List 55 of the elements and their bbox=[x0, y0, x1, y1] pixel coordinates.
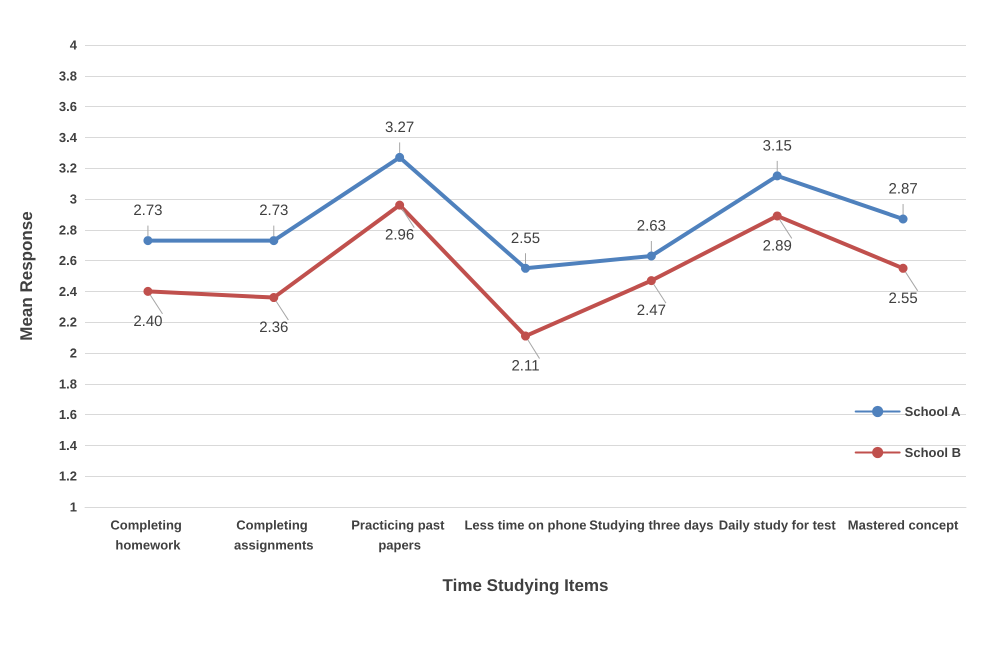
x-tick-label: Studying three days bbox=[589, 518, 714, 532]
y-tick-label: 2.4 bbox=[58, 284, 78, 299]
legend-label: School A bbox=[904, 404, 962, 419]
y-tick-label: 1.8 bbox=[58, 376, 77, 392]
y-tick-label: 3.2 bbox=[58, 160, 77, 176]
data-label: 2.96 bbox=[385, 226, 414, 244]
point bbox=[772, 211, 782, 220]
point bbox=[395, 152, 404, 162]
y-tick-label: 2.2 bbox=[58, 314, 77, 330]
data-label: 2.11 bbox=[511, 358, 540, 375]
y-tick-label: 3.6 bbox=[58, 99, 77, 114]
data-label: 3.15 bbox=[762, 137, 792, 154]
x-tick-label: Completing assignments bbox=[234, 518, 314, 552]
data-label: 2.73 bbox=[259, 202, 288, 220]
y-tick-label: 2.8 bbox=[58, 222, 77, 238]
point bbox=[521, 264, 530, 273]
y-tick-label: 3.8 bbox=[58, 68, 77, 84]
y-tick-label: 1.6 bbox=[58, 407, 77, 422]
legend-label: School B bbox=[904, 445, 962, 460]
data-label: 2.87 bbox=[888, 180, 918, 198]
data-label: 2.63 bbox=[636, 217, 666, 234]
point bbox=[143, 286, 152, 296]
point bbox=[646, 276, 656, 286]
y-tick-label: 1.2 bbox=[58, 468, 77, 484]
y-tick-label: 1.4 bbox=[58, 438, 78, 453]
point bbox=[521, 332, 530, 341]
data-label: 2.40 bbox=[133, 312, 163, 330]
data-label: 2.89 bbox=[762, 237, 792, 254]
point bbox=[898, 264, 908, 273]
point bbox=[772, 171, 782, 180]
y-tick-label: 3.4 bbox=[58, 130, 78, 145]
point bbox=[269, 236, 278, 246]
x-tick-label: Practicing past papers bbox=[351, 518, 448, 552]
y-tick-label: 2 bbox=[70, 346, 77, 360]
y-tick-label: 1 bbox=[70, 500, 77, 514]
point bbox=[646, 251, 656, 260]
data-label: 2.55 bbox=[510, 230, 540, 247]
y-tick-label: 4 bbox=[70, 38, 78, 52]
point bbox=[143, 236, 152, 246]
data-label: 2.73 bbox=[133, 202, 163, 220]
y-tick-label: 2.6 bbox=[58, 253, 77, 268]
point bbox=[898, 214, 908, 224]
x-tick-label: Mastered concept bbox=[848, 518, 959, 532]
data-label: 2.55 bbox=[888, 290, 918, 307]
x-tick-label: Completing homework bbox=[110, 518, 186, 552]
data-label: 2.47 bbox=[636, 302, 666, 320]
data-label: 3.27 bbox=[385, 118, 414, 136]
x-axis-title: Time Studying Items bbox=[442, 576, 608, 595]
x-tick-label: Daily study for test bbox=[718, 518, 836, 532]
point bbox=[269, 293, 278, 302]
y-tick-label: 3 bbox=[70, 192, 77, 206]
point bbox=[395, 200, 404, 210]
x-tick-label: Less time on phone bbox=[464, 518, 587, 532]
data-label: 2.36 bbox=[259, 319, 288, 336]
y-axis-title: Mean Response bbox=[17, 211, 36, 341]
